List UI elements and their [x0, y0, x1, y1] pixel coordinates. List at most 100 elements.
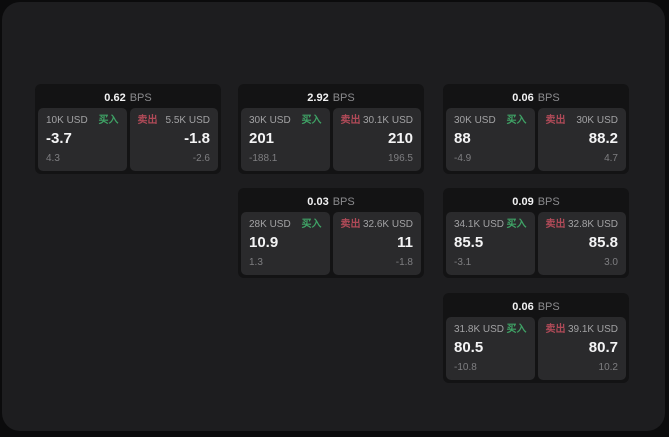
buy-tile[interactable]: 30K USD 买入 201 -188.1	[241, 108, 330, 171]
card-header: 0.06 BPS	[446, 296, 626, 317]
buy-side-label: 买入	[301, 115, 322, 126]
sell-sub-value: 3.0	[604, 257, 618, 268]
buy-sub-value: 1.3	[249, 257, 263, 268]
sell-sub-value: 196.5	[387, 153, 413, 164]
quote-tiles: 30K USD 买入 201 -188.1 卖出 30.1K USD 210 1…	[241, 108, 421, 171]
buy-side-label: 买入	[98, 115, 119, 126]
sell-tile[interactable]: 卖出 30.1K USD 210 196.5	[332, 108, 421, 171]
buy-price: -3.7	[46, 130, 72, 147]
buy-tile-top: 30K USD 买入	[249, 115, 322, 127]
sell-tile[interactable]: 卖出 32.6K USD 11 -1.8	[332, 212, 421, 275]
quote-tiles: 34.1K USD 买入 85.5 -3.1 卖出 32.8K USD 85.8…	[446, 212, 626, 275]
sell-tile[interactable]: 卖出 39.1K USD 80.7 10.2	[537, 317, 626, 380]
sell-amount: 32.8K USD	[567, 219, 618, 230]
sell-price: 210	[387, 130, 413, 147]
sell-tile-top: 卖出 30K USD	[546, 115, 619, 127]
sell-tile-top: 卖出 32.8K USD	[546, 219, 619, 231]
buy-tile[interactable]: 28K USD 买入 10.9 1.3	[241, 212, 330, 275]
buy-tile[interactable]: 10K USD 买入 -3.7 4.3	[38, 108, 127, 171]
quote-tiles: 31.8K USD 买入 80.5 -10.8 卖出 39.1K USD 80.…	[446, 317, 626, 380]
sell-sub-value: 4.7	[604, 153, 618, 164]
buy-tile[interactable]: 34.1K USD 买入 85.5 -3.1	[446, 212, 535, 275]
sell-side-label: 卖出	[137, 115, 158, 126]
buy-side-label: 买入	[506, 115, 527, 126]
buy-price: 85.5	[454, 234, 484, 251]
sell-sub-value: -2.6	[192, 153, 210, 164]
sell-price: 11	[397, 234, 413, 251]
sell-side-label: 卖出	[545, 115, 566, 126]
card-header: 0.09 BPS	[446, 191, 626, 212]
buy-side-label: 买入	[301, 219, 322, 230]
buy-price: 80.5	[454, 339, 484, 356]
bps-value: 0.06	[512, 300, 534, 313]
buy-price: 201	[249, 130, 275, 147]
buy-tile-top: 31.8K USD 买入	[454, 324, 527, 336]
sell-amount: 30.1K USD	[362, 115, 413, 126]
sell-amount: 32.6K USD	[362, 219, 413, 230]
sell-tile-top: 卖出 32.6K USD	[341, 219, 414, 231]
buy-amount: 28K USD	[249, 219, 291, 230]
quote-card: 0.06 BPS 30K USD 买入 88 -4.9 卖出 30K USD 8…	[443, 84, 629, 174]
sell-side-label: 卖出	[340, 219, 361, 230]
sell-price: 88.2	[588, 130, 618, 147]
sell-tile[interactable]: 卖出 32.8K USD 85.8 3.0	[537, 212, 626, 275]
buy-sub-value: -4.9	[454, 153, 472, 164]
card-header: 2.92 BPS	[241, 87, 421, 108]
sell-amount: 5.5K USD	[165, 115, 210, 126]
buy-amount: 30K USD	[249, 115, 291, 126]
buy-tile-top: 28K USD 买入	[249, 219, 322, 231]
sell-amount: 39.1K USD	[567, 324, 618, 335]
sell-amount: 30K USD	[576, 115, 618, 126]
buy-tile-top: 30K USD 买入	[454, 115, 527, 127]
sell-price: 85.8	[588, 234, 618, 251]
bps-unit: BPS	[332, 91, 355, 104]
sell-side-label: 卖出	[545, 324, 566, 335]
sell-tile[interactable]: 卖出 30K USD 88.2 4.7	[537, 108, 626, 171]
quote-card: 0.62 BPS 10K USD 买入 -3.7 4.3 卖出 5.5K USD…	[35, 84, 221, 174]
buy-tile[interactable]: 30K USD 买入 88 -4.9	[446, 108, 535, 171]
buy-sub-value: -188.1	[249, 153, 278, 164]
buy-amount: 31.8K USD	[454, 324, 505, 335]
buy-amount: 34.1K USD	[454, 219, 505, 230]
buy-side-label: 买入	[506, 324, 527, 335]
buy-price: 88	[454, 130, 471, 147]
sell-sub-value: -1.8	[395, 257, 413, 268]
sell-sub-value: 10.2	[598, 362, 618, 373]
bps-value: 0.62	[104, 91, 126, 104]
quote-card: 0.06 BPS 31.8K USD 买入 80.5 -10.8 卖出 39.1…	[443, 293, 629, 383]
bps-unit: BPS	[537, 91, 560, 104]
quote-card: 2.92 BPS 30K USD 买入 201 -188.1 卖出 30.1K …	[238, 84, 424, 174]
buy-tile[interactable]: 31.8K USD 买入 80.5 -10.8	[446, 317, 535, 380]
buy-sub-value: 4.3	[46, 153, 60, 164]
buy-side-label: 买入	[506, 219, 527, 230]
sell-tile-top: 卖出 39.1K USD	[546, 324, 619, 336]
quotes-panel: 0.62 BPS 10K USD 买入 -3.7 4.3 卖出 5.5K USD…	[2, 2, 665, 431]
buy-sub-value: -10.8	[454, 362, 477, 373]
bps-unit: BPS	[129, 91, 152, 104]
quote-tiles: 28K USD 买入 10.9 1.3 卖出 32.6K USD 11 -1.8	[241, 212, 421, 275]
sell-price: -1.8	[184, 130, 210, 147]
bps-unit: BPS	[537, 300, 560, 313]
quote-card: 0.03 BPS 28K USD 买入 10.9 1.3 卖出 32.6K US…	[238, 188, 424, 278]
card-header: 0.03 BPS	[241, 191, 421, 212]
buy-amount: 10K USD	[46, 115, 88, 126]
bps-unit: BPS	[537, 195, 560, 208]
quote-card: 0.09 BPS 34.1K USD 买入 85.5 -3.1 卖出 32.8K…	[443, 188, 629, 278]
buy-tile-top: 34.1K USD 买入	[454, 219, 527, 231]
buy-sub-value: -3.1	[454, 257, 472, 268]
bps-value: 0.03	[307, 195, 329, 208]
quote-tiles: 30K USD 买入 88 -4.9 卖出 30K USD 88.2 4.7	[446, 108, 626, 171]
sell-side-label: 卖出	[545, 219, 566, 230]
bps-value: 2.92	[307, 91, 329, 104]
card-header: 0.62 BPS	[38, 87, 218, 108]
quote-tiles: 10K USD 买入 -3.7 4.3 卖出 5.5K USD -1.8 -2.…	[38, 108, 218, 171]
card-header: 0.06 BPS	[446, 87, 626, 108]
bps-value: 0.06	[512, 91, 534, 104]
buy-amount: 30K USD	[454, 115, 496, 126]
sell-side-label: 卖出	[340, 115, 361, 126]
bps-value: 0.09	[512, 195, 534, 208]
sell-price: 80.7	[588, 339, 618, 356]
sell-tile[interactable]: 卖出 5.5K USD -1.8 -2.6	[129, 108, 218, 171]
sell-tile-top: 卖出 30.1K USD	[341, 115, 414, 127]
buy-price: 10.9	[249, 234, 279, 251]
